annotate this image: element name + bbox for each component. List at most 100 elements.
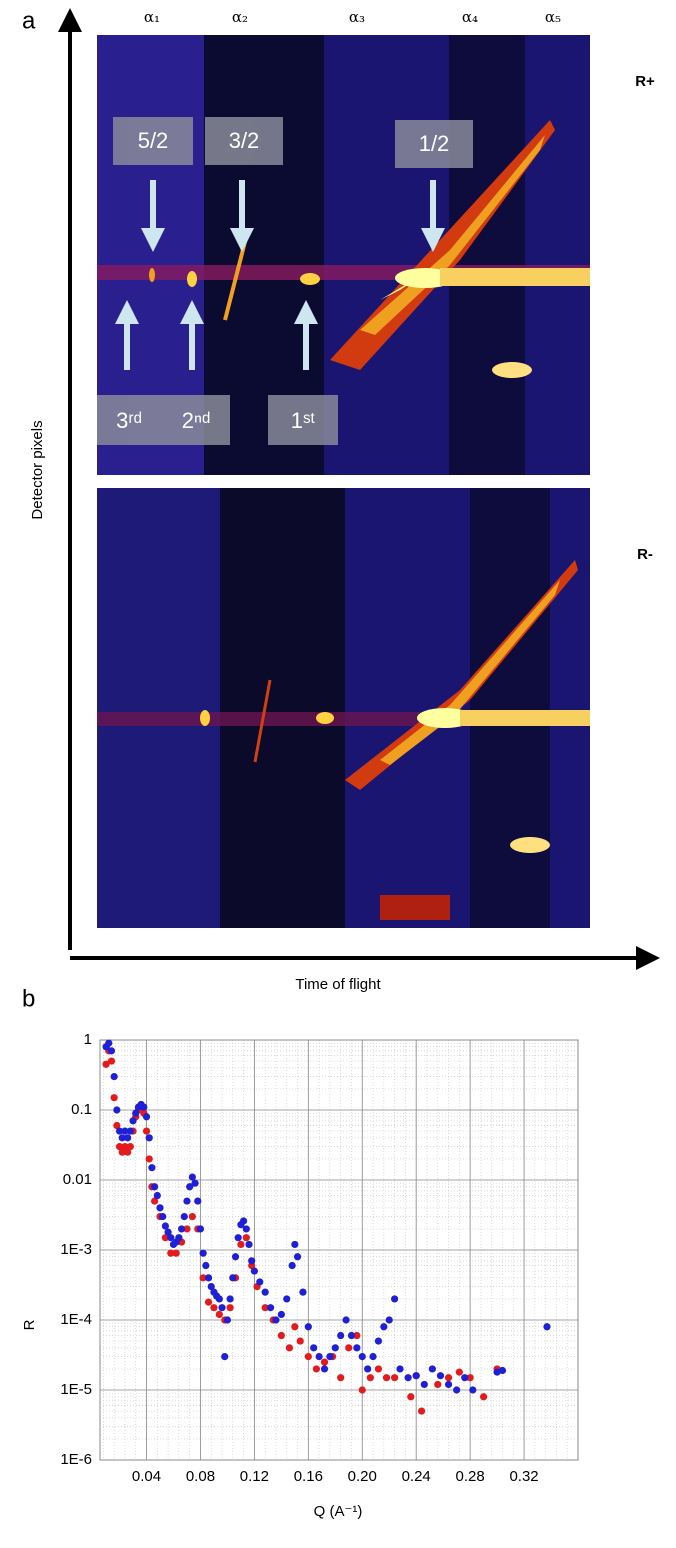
x-tick-label: 0.28 — [456, 1468, 485, 1485]
point — [234, 1234, 242, 1242]
peak-label: 5/2 — [138, 128, 169, 153]
point — [118, 1148, 126, 1156]
point — [353, 1331, 361, 1340]
point — [404, 1374, 412, 1382]
point — [342, 1316, 350, 1324]
point — [148, 1164, 156, 1172]
point — [277, 1310, 285, 1319]
point — [202, 1261, 210, 1270]
point — [248, 1257, 256, 1265]
point — [156, 1204, 164, 1212]
annotation-arrows — [115, 180, 445, 370]
point — [161, 1234, 169, 1242]
point — [118, 1134, 126, 1142]
point — [453, 1386, 461, 1394]
point — [159, 1213, 167, 1221]
point — [304, 1323, 312, 1331]
angle-label: α₁ — [144, 8, 160, 26]
point — [113, 1121, 121, 1130]
plot: 0.04 0.08 0.12 0.16 0.20 0.24 0.28 0.32 1 0.1 0.01… — [60, 1031, 579, 1485]
x-tick-label: 0.04 — [132, 1468, 161, 1485]
point — [167, 1234, 175, 1242]
peak-label: 1/2 — [419, 131, 450, 156]
angle-label: α₅ — [545, 8, 561, 26]
point — [391, 1374, 399, 1382]
point — [283, 1295, 291, 1303]
x-tick-label: 0.24 — [402, 1468, 431, 1485]
point — [374, 1365, 383, 1373]
point — [102, 1060, 110, 1068]
point — [188, 1173, 196, 1181]
angle-label: α₃ — [349, 8, 365, 26]
point — [320, 1358, 329, 1366]
point — [331, 1344, 339, 1352]
point — [223, 1316, 232, 1324]
x-tick-label: 0.20 — [348, 1468, 377, 1485]
point — [242, 1234, 250, 1242]
point — [304, 1353, 312, 1361]
point — [177, 1225, 186, 1233]
point — [498, 1366, 507, 1375]
y-tick-label: 0.1 — [71, 1101, 92, 1118]
y-axis-label: R — [21, 1319, 38, 1330]
point — [345, 1344, 353, 1352]
x-axis-label: Q (A⁻¹) — [314, 1503, 363, 1520]
point — [113, 1106, 121, 1114]
order-label: 3ʳᵈ — [116, 408, 142, 433]
point — [194, 1197, 202, 1205]
point — [358, 1386, 366, 1394]
point — [142, 1113, 151, 1121]
point — [240, 1217, 248, 1225]
point — [164, 1228, 172, 1236]
point — [436, 1372, 445, 1380]
y-tick-label: 1E-4 — [60, 1311, 92, 1328]
detector-image-bottom — [97, 488, 590, 928]
point — [293, 1253, 302, 1261]
point — [417, 1407, 426, 1415]
point — [204, 1274, 213, 1282]
point — [315, 1353, 323, 1361]
point — [428, 1365, 436, 1373]
point — [124, 1134, 132, 1142]
point — [420, 1380, 428, 1389]
point — [188, 1213, 196, 1221]
point — [291, 1323, 299, 1331]
point — [199, 1274, 207, 1282]
point — [353, 1344, 361, 1352]
point — [199, 1249, 207, 1257]
y-tick-label: 1E-5 — [60, 1381, 92, 1398]
point — [291, 1240, 299, 1249]
point — [480, 1393, 488, 1401]
point — [312, 1365, 321, 1373]
point — [326, 1353, 334, 1361]
x-tick-label: 0.16 — [294, 1468, 323, 1485]
point — [210, 1304, 218, 1312]
point — [221, 1353, 229, 1361]
order-label: 1ˢᵗ — [291, 408, 316, 433]
point — [380, 1323, 388, 1331]
point — [245, 1240, 253, 1249]
point — [121, 1127, 129, 1135]
state-label: R- — [637, 546, 653, 563]
point — [115, 1127, 124, 1135]
point — [140, 1103, 148, 1111]
point — [121, 1143, 129, 1151]
point — [261, 1304, 269, 1312]
angle-label: α₄ — [462, 8, 478, 26]
point — [207, 1283, 215, 1291]
point — [374, 1337, 383, 1345]
point — [444, 1380, 453, 1389]
annotations — [97, 117, 473, 445]
point — [142, 1127, 151, 1135]
point — [261, 1288, 269, 1296]
point — [183, 1197, 191, 1205]
angle-label: α₂ — [232, 8, 248, 26]
x-tick-label: 0.12 — [240, 1468, 269, 1485]
order-label: 2ⁿᵈ — [182, 408, 211, 433]
point — [256, 1278, 264, 1286]
y-axis-label: Detector pixels — [29, 420, 46, 519]
point — [337, 1331, 345, 1340]
point — [151, 1197, 159, 1205]
point — [161, 1222, 169, 1230]
point — [337, 1374, 345, 1382]
